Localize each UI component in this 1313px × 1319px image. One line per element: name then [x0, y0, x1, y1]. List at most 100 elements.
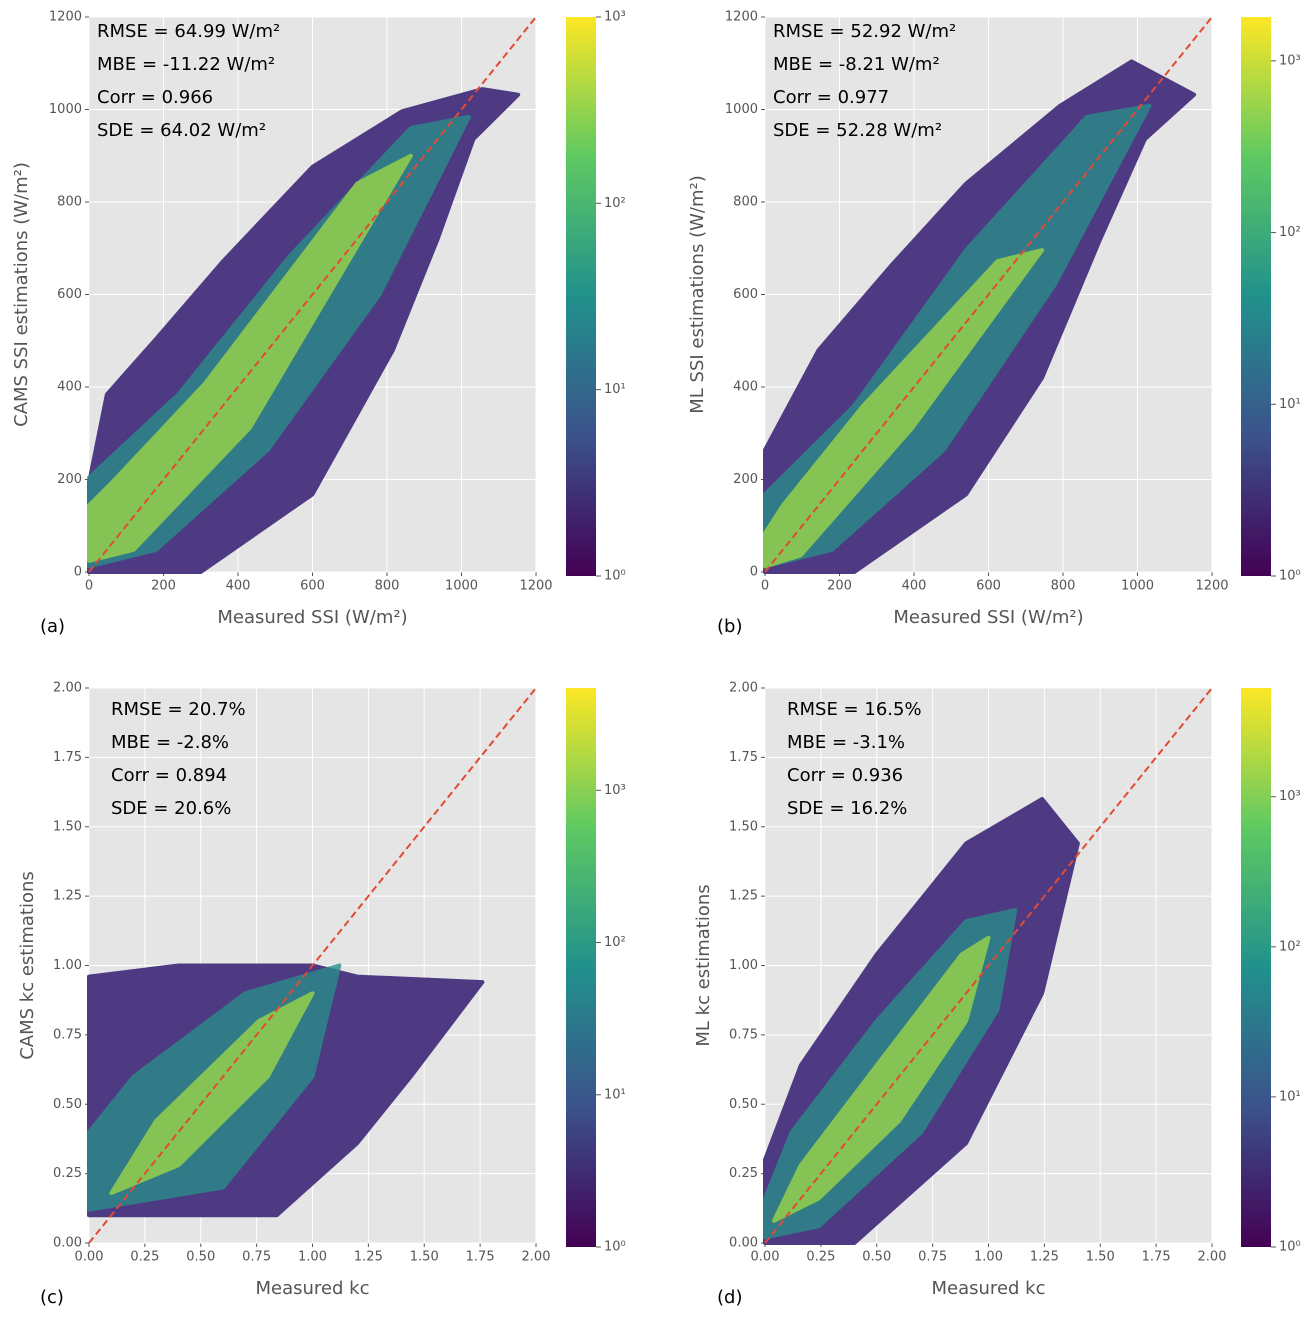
- y-tick-label: 200: [733, 472, 758, 487]
- x-tick-label: 0.00: [75, 1250, 104, 1265]
- y-tick-label: 1.25: [729, 889, 758, 904]
- y-tick-label: 1.25: [53, 889, 82, 904]
- x-axis-label: Measured kc: [256, 1278, 370, 1299]
- x-tick-label: 1.50: [410, 1250, 439, 1265]
- y-tick-label: 1200: [49, 10, 82, 25]
- colorbar: [1241, 688, 1271, 1247]
- x-tick-label: 0.25: [806, 1250, 835, 1265]
- x-tick-label: 0.75: [242, 1250, 271, 1265]
- y-tick-label: 0: [74, 565, 82, 580]
- y-tick-label: 0.25: [729, 1166, 758, 1181]
- y-axis-label: CAMS SSI estimations (W/m²): [11, 162, 32, 427]
- colorbar-tick-label: 10²: [604, 196, 626, 211]
- x-tick-label: 600: [976, 579, 1001, 594]
- x-axis-label: Measured SSI (W/m²): [217, 607, 407, 628]
- y-tick-label: 0.50: [729, 1097, 758, 1112]
- y-tick-label: 600: [57, 287, 82, 302]
- density-cloud: [771, 935, 991, 1223]
- density-cloud: [109, 991, 315, 1196]
- x-tick-label: 0.50: [186, 1250, 215, 1265]
- colorbar-tick-label: 10³: [604, 783, 626, 798]
- x-tick-label: 1.00: [974, 1250, 1003, 1265]
- colorbar-tick-label: 10¹: [1279, 1089, 1301, 1104]
- x-tick-label: 800: [375, 579, 400, 594]
- x-tick-label: 200: [827, 579, 852, 594]
- x-tick-label: 1.25: [354, 1250, 383, 1265]
- x-tick-label: 1.00: [298, 1250, 327, 1265]
- annotation: MBE = -8.21 W/m²: [773, 54, 940, 75]
- annotation: RMSE = 20.7%: [111, 699, 246, 720]
- y-tick-label: 0.25: [53, 1166, 82, 1181]
- colorbar: [566, 688, 596, 1247]
- panel-label: (d): [717, 1287, 742, 1308]
- x-tick-label: 400: [226, 579, 251, 594]
- y-tick-label: 0.75: [729, 1027, 758, 1042]
- x-tick-label: 400: [902, 579, 927, 594]
- x-tick-label: 200: [151, 579, 176, 594]
- annotation: Corr = 0.894: [111, 765, 227, 786]
- y-tick-label: 2.00: [53, 681, 82, 696]
- x-tick-label: 1200: [519, 579, 552, 594]
- y-tick-label: 400: [733, 380, 758, 395]
- colorbar-tick-label: 10¹: [604, 382, 626, 397]
- y-tick-label: 0: [750, 565, 758, 580]
- annotation: RMSE = 64.99 W/m²: [97, 21, 280, 42]
- annotation: MBE = -3.1%: [787, 732, 905, 753]
- x-tick-label: 0: [85, 579, 93, 594]
- colorbar-tick-label: 10⁰: [1279, 569, 1301, 584]
- y-tick-label: 1000: [725, 102, 758, 117]
- y-axis-label: ML SSI estimations (W/m²): [687, 175, 708, 413]
- x-tick-label: 0.50: [862, 1250, 891, 1265]
- x-tick-label: 800: [1051, 579, 1076, 594]
- y-tick-label: 0.00: [53, 1236, 82, 1251]
- x-tick-label: 2.00: [522, 1250, 551, 1265]
- colorbar-tick-label: 10²: [604, 935, 626, 950]
- x-tick-label: 1000: [445, 579, 478, 594]
- density-cloud: [87, 153, 413, 563]
- colorbar-tick-label: 10³: [604, 10, 626, 25]
- colorbar-tick-label: 10⁰: [604, 569, 626, 584]
- y-tick-label: 200: [57, 472, 82, 487]
- y-axis-label: CAMS kc estimations: [17, 871, 38, 1060]
- y-tick-label: 800: [57, 195, 82, 210]
- colorbar-tick-label: 10³: [1279, 53, 1301, 68]
- annotation: SDE = 52.28 W/m²: [773, 120, 942, 141]
- colorbar: [1241, 17, 1271, 576]
- y-tick-label: 0.75: [53, 1027, 82, 1042]
- x-tick-label: 0.25: [130, 1250, 159, 1265]
- y-tick-label: 400: [57, 380, 82, 395]
- y-tick-label: 2.00: [729, 681, 758, 696]
- density-cloud: [763, 248, 1045, 569]
- y-tick-label: 0.00: [729, 1236, 758, 1251]
- colorbar: [566, 17, 596, 576]
- annotation: Corr = 0.966: [97, 87, 213, 108]
- colorbar-tick-label: 10²: [1279, 939, 1301, 954]
- x-tick-label: 0: [761, 579, 769, 594]
- annotation: MBE = -11.22 W/m²: [97, 54, 275, 75]
- y-tick-label: 1000: [49, 102, 82, 117]
- x-tick-label: 2.00: [1198, 1250, 1227, 1265]
- reference-line: [88, 687, 537, 1244]
- x-tick-label: 1000: [1121, 579, 1154, 594]
- panel-label: (a): [40, 616, 65, 637]
- panel-label: (c): [40, 1287, 64, 1308]
- y-tick-label: 1.75: [729, 750, 758, 765]
- colorbar-tick-label: 10²: [1279, 225, 1301, 240]
- colorbar-tick-label: 10¹: [1279, 397, 1301, 412]
- x-tick-label: 1.75: [1142, 1250, 1171, 1265]
- y-tick-label: 1200: [725, 10, 758, 25]
- x-tick-label: 1.75: [466, 1250, 495, 1265]
- annotation: Corr = 0.977: [773, 87, 889, 108]
- reference-line: [764, 687, 1213, 1244]
- annotation: RMSE = 52.92 W/m²: [773, 21, 956, 42]
- annotation: MBE = -2.8%: [111, 732, 229, 753]
- annotation: Corr = 0.936: [787, 765, 903, 786]
- colorbar-tick-label: 10³: [1279, 789, 1301, 804]
- x-tick-label: 1.25: [1030, 1250, 1059, 1265]
- y-tick-label: 1.75: [53, 750, 82, 765]
- colorbar-tick-label: 10¹: [604, 1087, 626, 1102]
- y-tick-label: 0.50: [53, 1097, 82, 1112]
- x-tick-label: 1200: [1195, 579, 1228, 594]
- y-tick-label: 600: [733, 287, 758, 302]
